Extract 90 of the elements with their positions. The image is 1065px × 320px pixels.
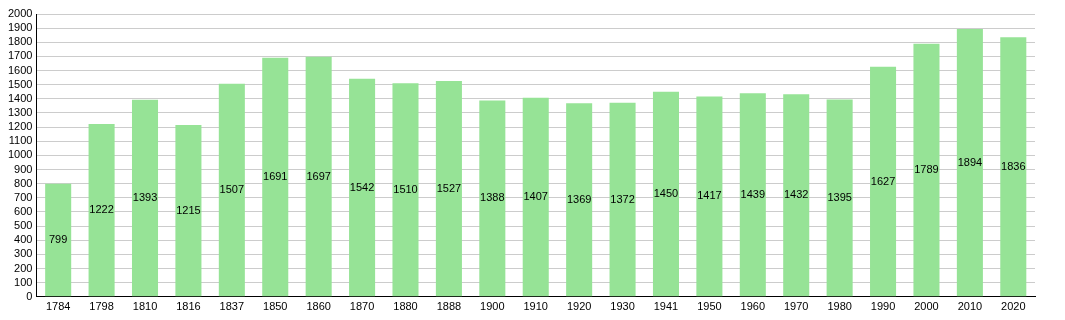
bar	[696, 96, 723, 297]
x-tick-label: 1850	[263, 300, 288, 313]
data-label: 1542	[349, 180, 375, 193]
data-label: 1836	[1001, 159, 1026, 172]
bar	[522, 97, 549, 297]
x-tick-label: 1810	[132, 300, 158, 313]
x-tick-label: 1960	[740, 300, 766, 313]
bar	[45, 183, 72, 297]
y-tick-label: 1000	[7, 148, 33, 161]
data-label: 1691	[263, 170, 288, 183]
bar	[826, 99, 853, 297]
y-tick-label: 900	[14, 162, 33, 175]
x-tick-label: 2020	[1001, 300, 1026, 313]
y-tick-label: 2000	[7, 7, 33, 20]
y-tick-label: 400	[14, 233, 33, 246]
x-tick-label: 2000	[914, 300, 939, 313]
x-tick-label: 1920	[566, 300, 592, 313]
data-label: 1393	[132, 191, 158, 204]
y-tick-label: 1400	[7, 91, 33, 104]
bar	[783, 94, 810, 297]
x-tick-label: 1930	[610, 300, 635, 313]
x-tick-label: 1980	[827, 300, 852, 313]
data-label: 1527	[436, 181, 462, 194]
y-tick-label: 300	[14, 247, 33, 260]
bar	[739, 93, 766, 297]
x-tick-label: 1816	[176, 300, 201, 313]
x-tick-label: 1784	[45, 300, 71, 313]
y-tick-label: 0	[26, 289, 33, 302]
bar	[566, 103, 593, 297]
x-tick-label: 1970	[783, 300, 809, 313]
bar	[870, 66, 897, 297]
bar	[175, 125, 202, 297]
bar	[218, 83, 245, 297]
y-tick-label: 1900	[7, 21, 33, 34]
bar	[392, 83, 419, 297]
bar	[131, 99, 159, 297]
bar	[262, 57, 289, 297]
x-tick-label: 1910	[523, 300, 548, 313]
bar	[913, 43, 940, 297]
data-label: 1407	[523, 190, 548, 203]
x-tick-label: 2010	[957, 300, 983, 313]
y-tick-label: 800	[14, 176, 33, 189]
data-label: 1417	[697, 189, 722, 202]
x-tick-label: 1900	[480, 300, 505, 313]
data-label: 1789	[914, 163, 939, 176]
x-tick-label: 1870	[349, 300, 375, 313]
bar	[479, 100, 506, 297]
y-tick-label: 1600	[7, 63, 33, 76]
data-label: 1439	[740, 187, 766, 200]
data-label: 1510	[393, 182, 418, 195]
y-tick-label: 1300	[7, 106, 33, 119]
data-label: 799	[49, 233, 68, 246]
x-tick-label: 1837	[219, 300, 245, 313]
x-tick-label: 1950	[697, 300, 722, 313]
x-tick-label: 1888	[436, 300, 462, 313]
x-tick-label: 1798	[89, 300, 114, 313]
y-tick-label: 500	[14, 219, 33, 232]
data-label: 1395	[827, 190, 852, 203]
bar	[1000, 37, 1027, 297]
data-label: 1627	[870, 174, 896, 187]
x-tick-label: 1990	[870, 300, 896, 313]
x-tick-label: 1880	[393, 300, 418, 313]
y-tick-label: 1500	[7, 77, 33, 90]
bar	[349, 78, 376, 297]
data-label: 1894	[957, 155, 983, 168]
data-label: 1697	[306, 169, 331, 182]
bar	[88, 124, 115, 297]
bar	[609, 102, 636, 297]
y-tick-label: 700	[14, 190, 33, 203]
data-label: 1222	[89, 203, 114, 216]
y-tick-label: 1200	[7, 120, 33, 133]
x-tick-label: 1941	[653, 300, 679, 313]
x-tick-label: 1860	[306, 300, 331, 313]
y-tick-label: 200	[14, 261, 33, 274]
data-label: 1215	[176, 203, 201, 216]
data-label: 1369	[566, 192, 592, 205]
bar	[956, 28, 983, 297]
data-label: 1388	[480, 191, 505, 204]
y-tick-label: 1100	[8, 134, 33, 147]
y-tick-label: 600	[14, 204, 33, 217]
bar	[305, 56, 332, 297]
y-tick-label: 1700	[7, 49, 33, 62]
data-label: 1450	[653, 187, 679, 200]
data-label: 1507	[219, 183, 245, 196]
data-label: 1432	[783, 188, 809, 201]
data-label: 1372	[610, 192, 635, 205]
y-tick-label: 1800	[7, 35, 33, 48]
bar	[435, 80, 462, 297]
bar	[652, 91, 679, 297]
y-tick-label: 100	[14, 275, 33, 288]
